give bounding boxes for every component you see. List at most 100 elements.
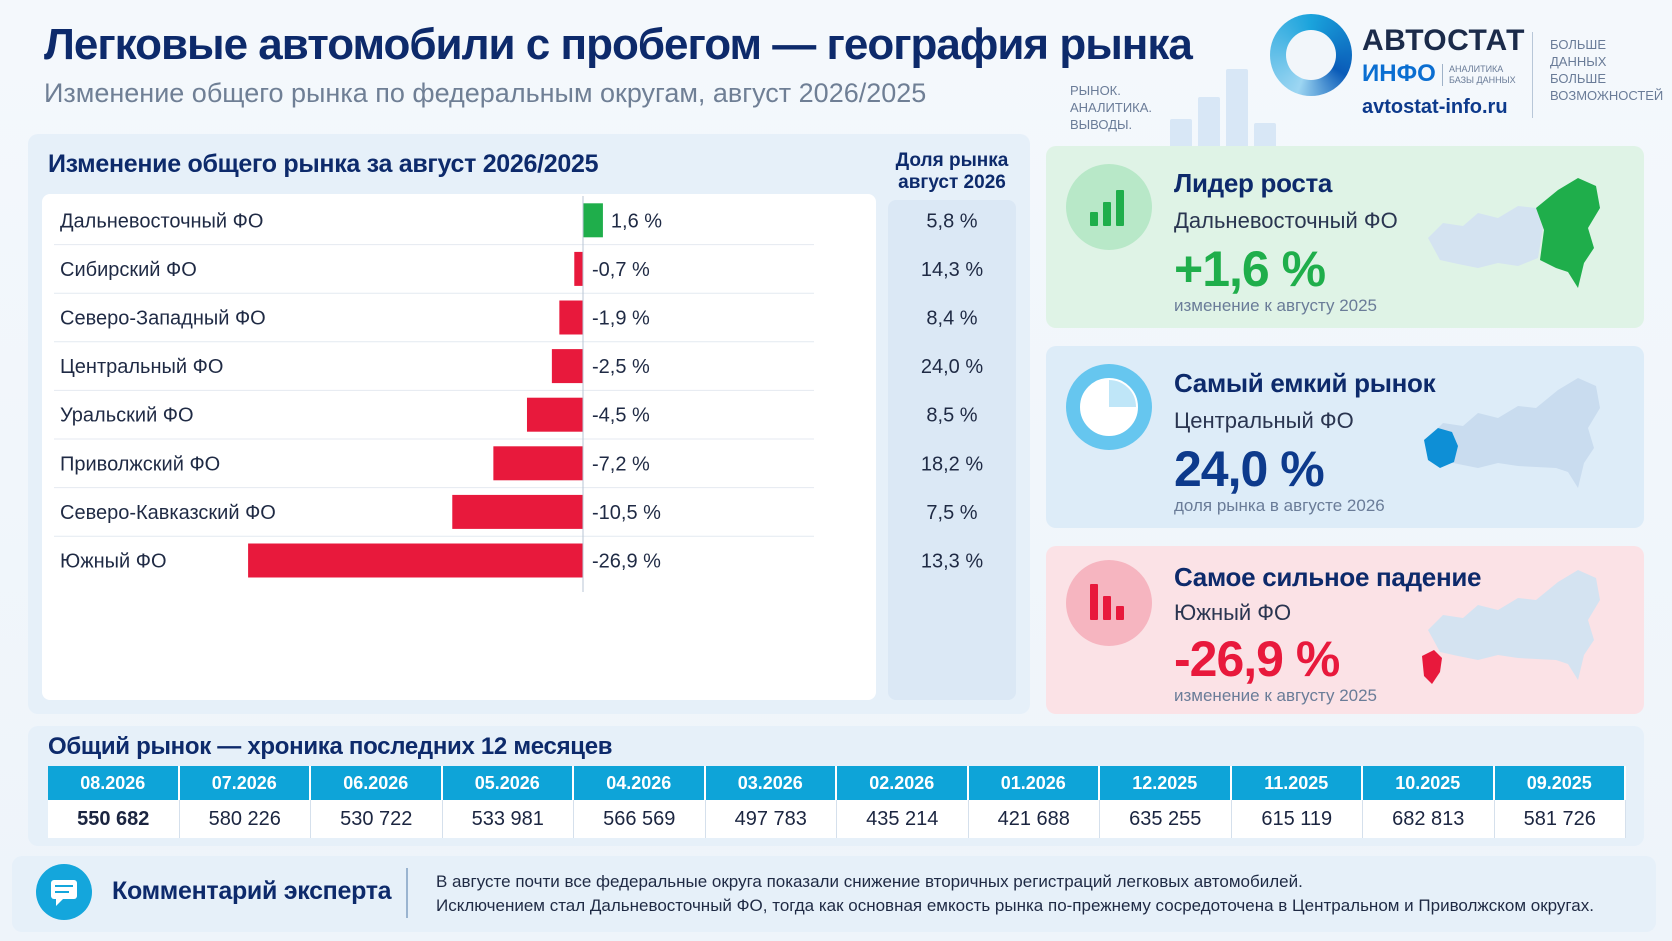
history-month-header: 03.2026 (705, 766, 837, 800)
brand-tagline: РЫНОК. АНАЛИТИКА. ВЫВОДЫ. (1070, 83, 1153, 132)
card-title: Самый емкий рынок (1174, 368, 1436, 398)
history-month-value: 421 688 (968, 800, 1100, 838)
page-title: Легковые автомобили с пробегом — географ… (44, 20, 1193, 69)
category-label: Южный ФО (60, 551, 167, 573)
card-note: изменение к августу 2025 (1174, 296, 1378, 315)
bar (493, 446, 583, 481)
market-share-value: 13,3 % (921, 551, 983, 573)
history-month-header: 08.2026 (48, 766, 180, 800)
card-value: -26,9 % (1174, 631, 1340, 687)
card-growth-leader: Лидер роста Дальневосточный ФО +1,6 % из… (1046, 146, 1644, 328)
history-month-value: 530 722 (311, 800, 443, 838)
value-label: -1,9 % (592, 308, 650, 330)
brand-motto: БОЛЬШЕ ДАННЫХ БОЛЬШЕ ВОЗМОЖНОСТЕЙ (1550, 37, 1664, 103)
logo-icon (1270, 14, 1352, 96)
history-month-header: 04.2026 (574, 766, 706, 800)
history-month-header: 05.2026 (442, 766, 574, 800)
bar-chart-icon (1066, 164, 1152, 250)
history-table: 08.2026 07.2026 06.2026 05.2026 04.2026 03.20… (48, 766, 1626, 838)
history-month-value: 550 682 (48, 800, 180, 838)
bar (559, 300, 583, 335)
history-month-value: 497 783 (705, 800, 837, 838)
category-label: Северо-Западный ФО (60, 308, 266, 330)
history-month-header: 12.2025 (1100, 766, 1232, 800)
market-share-header: Доля рынка август 2026 (895, 150, 1009, 193)
value-label: -2,5 % (592, 356, 650, 378)
history-month-header: 02.2026 (837, 766, 969, 800)
value-label: 1,6 % (611, 210, 662, 232)
market-share-value: 5,8 % (926, 210, 977, 232)
chart-card (42, 194, 876, 700)
comment-icon (36, 864, 92, 920)
history-month-header: 09.2025 (1494, 766, 1626, 800)
decorative-bars (1170, 54, 1370, 149)
card-value: 24,0 % (1174, 441, 1325, 497)
expert-comment-label: Комментарий эксперта (112, 877, 392, 905)
bar (551, 349, 583, 384)
category-label: Уральский ФО (60, 405, 194, 427)
category-label: Северо-Кавказский ФО (60, 502, 276, 524)
history-month-value: 580 226 (179, 800, 311, 838)
market-share-value: 18,2 % (921, 453, 983, 475)
bar (526, 397, 583, 432)
category-label: Центральный ФО (60, 356, 223, 378)
category-label: Приволжский ФО (60, 453, 220, 475)
logo-subtext: ИНФО (1362, 60, 1436, 87)
card-region: Центральный ФО (1174, 408, 1354, 433)
history-month-header: 01.2026 (968, 766, 1100, 800)
page-subtitle: Изменение общего рынка по федеральным ок… (44, 78, 927, 108)
category-label: Сибирский ФО (60, 259, 197, 281)
history-month-value: 435 214 (837, 800, 969, 838)
value-label: -0,7 % (592, 259, 650, 281)
history-month-header: 10.2025 (1363, 766, 1495, 800)
history-month-value: 581 726 (1494, 800, 1626, 838)
value-label: -7,2 % (592, 453, 650, 475)
market-share-value: 14,3 % (921, 259, 983, 281)
brand-block: РЫНОК. АНАЛИТИКА. ВЫВОДЫ. АВТОСТАТ ИНФО … (1070, 14, 1670, 149)
russia-map-south-highlight (1422, 570, 1600, 684)
russia-map-far-east-highlight (1428, 178, 1600, 288)
history-month-value: 635 255 (1100, 800, 1232, 838)
history-month-value: 615 119 (1231, 800, 1363, 838)
card-title: Лидер роста (1174, 168, 1333, 198)
market-share-value: 24,0 % (921, 356, 983, 378)
brand-divider (1532, 32, 1533, 118)
history-title: Общий рынок — хроника последних 12 месяц… (48, 733, 613, 760)
market-share-value: 8,5 % (926, 405, 977, 427)
history-month-value: 566 569 (574, 800, 706, 838)
card-region: Дальневосточный ФО (1174, 208, 1398, 233)
site-link[interactable]: avtostat-info.ru (1362, 96, 1508, 118)
history-month-value: 533 981 (442, 800, 574, 838)
value-label: -4,5 % (592, 405, 650, 427)
card-value: +1,6 % (1174, 241, 1326, 297)
card-biggest-decline: Самое сильное падение Южный ФО -26,9 % и… (1046, 546, 1644, 714)
bar (248, 543, 583, 578)
bar (574, 251, 583, 286)
history-month-header: 07.2026 (179, 766, 311, 800)
expert-comment-panel (12, 856, 1656, 932)
card-region: Южный ФО (1174, 600, 1292, 625)
pie-chart-icon (1066, 364, 1152, 450)
history-month-value: 682 813 (1363, 800, 1495, 838)
logo-small-text: АНАЛИТИКА БАЗЫ ДАННЫХ (1442, 64, 1516, 86)
card-title: Самое сильное падение (1174, 562, 1482, 592)
market-share-column (888, 200, 1016, 700)
bar (452, 494, 583, 529)
card-largest-market: Самый емкий рынок Центральный ФО 24,0 % … (1046, 346, 1644, 528)
card-note: изменение к августу 2025 (1174, 686, 1378, 705)
market-share-value: 7,5 % (926, 502, 977, 524)
card-note: доля рынка в августе 2026 (1174, 496, 1385, 515)
russia-map-central-highlight (1424, 378, 1600, 488)
expert-comment-text: В августе почти все федеральные округа п… (436, 872, 1594, 915)
comment-divider (406, 868, 408, 918)
market-share-value: 8,4 % (926, 308, 977, 330)
falling-bars-icon (1066, 560, 1152, 646)
bar (583, 203, 603, 238)
logo-text: АВТОСТАТ (1362, 24, 1525, 57)
category-label: Дальневосточный ФО (60, 210, 263, 232)
value-label: -26,9 % (592, 551, 661, 573)
value-label: -10,5 % (592, 502, 661, 524)
chart-title: Изменение общего рынка за август 2026/20… (48, 150, 599, 178)
history-month-header: 11.2025 (1231, 766, 1363, 800)
